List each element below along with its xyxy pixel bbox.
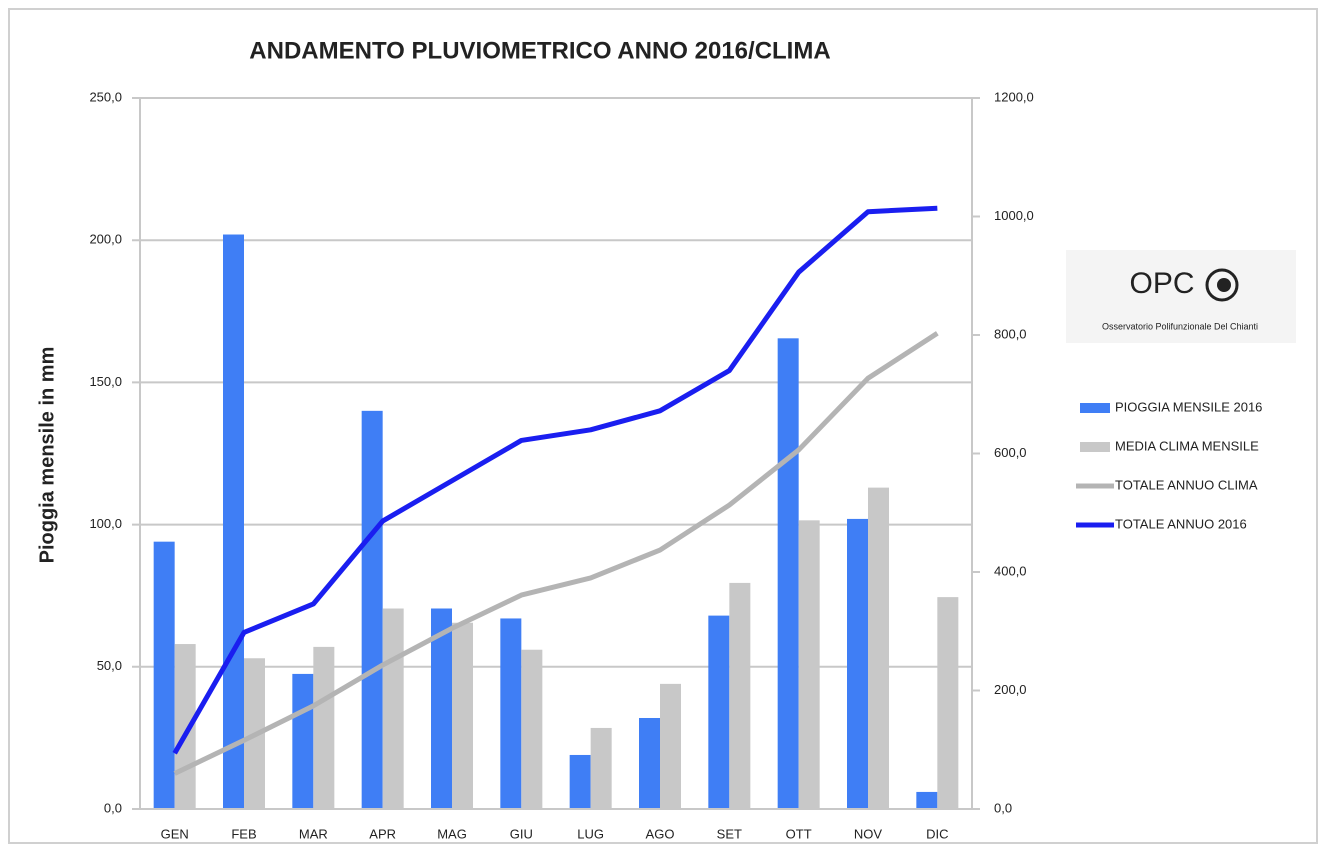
line <box>172 205 938 755</box>
y2-tick-label: 600,0 <box>994 445 1027 460</box>
y-tick-label: 100,0 <box>89 516 122 531</box>
bar <box>569 754 591 809</box>
logo-icon <box>1205 268 1239 302</box>
logo-icon <box>1217 278 1231 292</box>
y2-tick-label: 0,0 <box>994 800 1012 815</box>
logo-text: OPC <box>1129 267 1194 300</box>
x-tick-label: APR <box>369 826 396 841</box>
bar <box>847 518 868 809</box>
bar <box>798 520 820 809</box>
bar <box>521 649 543 809</box>
y-tick-label: 150,0 <box>89 374 122 389</box>
x-tick-label: FEB <box>231 826 256 841</box>
logo-box <box>1066 250 1296 343</box>
line <box>173 331 939 776</box>
x-tick-label: GEN <box>161 826 189 841</box>
legend-label: TOTALE ANNUO CLIMA <box>1115 477 1258 492</box>
x-tick-label: LUG <box>577 826 604 841</box>
y-tick-label: 0,0 <box>104 800 122 815</box>
bar <box>729 582 751 809</box>
logo-subtitle: Osservatorio Polifunzionale Del Chianti <box>1102 321 1258 331</box>
x-tick-label: SET <box>717 826 742 841</box>
bar <box>937 597 959 809</box>
bar <box>452 622 473 809</box>
x-tick-label: AGO <box>646 826 675 841</box>
y2-tick-label: 800,0 <box>994 326 1027 341</box>
x-tick-label: MAG <box>437 826 467 841</box>
x-tick-label: MAR <box>299 826 328 841</box>
bar <box>916 791 938 809</box>
bar <box>660 683 681 809</box>
legend-label: PIOGGIA MENSILE 2016 <box>1115 399 1262 414</box>
x-tick-label: DIC <box>926 826 948 841</box>
y-axis-label: Pioggia mensile in mm <box>36 347 58 564</box>
bar <box>777 338 799 809</box>
legend-label: MEDIA CLIMA MENSILE <box>1115 438 1259 453</box>
x-tick-label: OTT <box>786 826 812 841</box>
bar <box>868 487 889 809</box>
legend-swatch <box>1080 403 1110 413</box>
bar <box>292 673 314 809</box>
bar <box>590 727 612 809</box>
y-tick-label: 200,0 <box>89 232 122 247</box>
bar <box>639 717 660 809</box>
y2-tick-label: 1000,0 <box>994 208 1034 223</box>
y2-tick-label: 200,0 <box>994 682 1027 697</box>
bar <box>708 615 730 809</box>
bar <box>500 618 522 809</box>
x-tick-label: GIU <box>510 826 533 841</box>
y-tick-label: 50,0 <box>97 658 122 673</box>
bar <box>153 541 175 809</box>
frame <box>8 8 1318 844</box>
bar <box>382 608 404 809</box>
x-tick-label: NOV <box>854 826 883 841</box>
y2-tick-label: 400,0 <box>994 563 1027 578</box>
y2-tick-label: 1200,0 <box>994 89 1034 104</box>
bar <box>223 234 244 810</box>
chart-title: ANDAMENTO PLUVIOMETRICO ANNO 2016/CLIMA <box>249 37 830 64</box>
y-tick-label: 250,0 <box>89 89 122 104</box>
legend-label: TOTALE ANNUO 2016 <box>1115 516 1247 531</box>
legend-swatch <box>1080 442 1110 452</box>
bar <box>313 646 335 809</box>
bar <box>361 410 383 809</box>
bar <box>431 608 452 809</box>
